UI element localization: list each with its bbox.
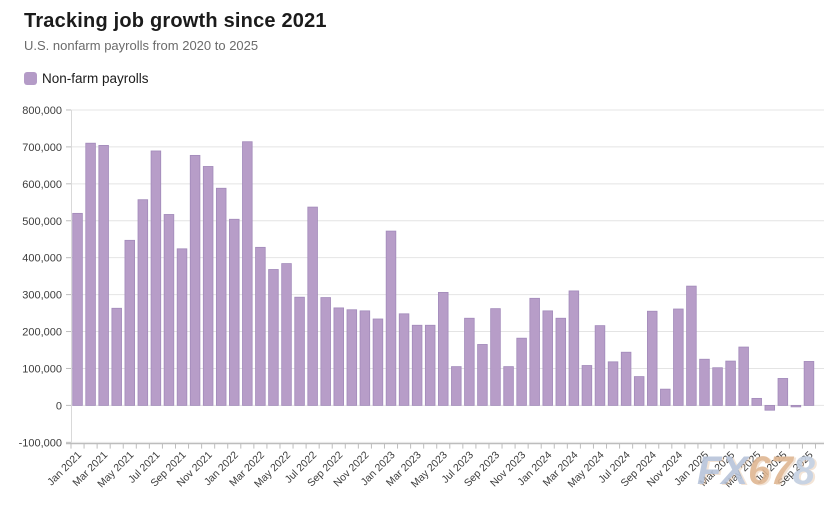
payroll-bar bbox=[751, 397, 762, 406]
payroll-bar bbox=[294, 296, 305, 406]
payrolls-bar-chart: 800,000 700,000 600,000 500,000 400,000 300,0… bbox=[19, 105, 824, 490]
payroll-bar bbox=[424, 324, 436, 406]
payroll-bar bbox=[686, 285, 697, 406]
chart-header: Tracking job growth since 2021 U.S. nonf… bbox=[24, 10, 327, 53]
payroll-bar bbox=[712, 367, 723, 406]
y-axis-label: 0 bbox=[56, 400, 62, 412]
payroll-bar bbox=[647, 310, 658, 406]
y-axis-label: 500,000 bbox=[22, 216, 62, 228]
y-axis-label: 100,000 bbox=[22, 363, 62, 375]
payroll-bar bbox=[307, 206, 318, 406]
payroll-bar bbox=[633, 376, 645, 406]
payroll-bar bbox=[673, 308, 684, 406]
payroll-bar bbox=[451, 366, 462, 406]
payroll-bar bbox=[725, 360, 736, 406]
payroll-bar bbox=[242, 141, 253, 406]
payroll-bar bbox=[699, 358, 710, 406]
payroll-bar bbox=[98, 145, 109, 406]
payroll-bar bbox=[764, 404, 776, 411]
y-axis-label: 200,000 bbox=[22, 327, 62, 339]
payroll-bar bbox=[372, 318, 384, 406]
payroll-bar bbox=[124, 239, 136, 406]
payroll-bar bbox=[790, 404, 802, 408]
payroll-bar bbox=[255, 246, 266, 406]
y-axis-label: 800,000 bbox=[22, 105, 62, 117]
payroll-bar bbox=[620, 351, 632, 406]
payroll-bar bbox=[607, 361, 619, 406]
payroll-bar bbox=[333, 307, 344, 406]
payroll-bar bbox=[215, 187, 227, 406]
payroll-bar bbox=[411, 324, 423, 406]
legend-label: Non-farm payrolls bbox=[42, 71, 149, 86]
payroll-bar bbox=[163, 214, 175, 406]
payroll-bar bbox=[503, 366, 514, 406]
payroll-bar bbox=[660, 388, 671, 406]
payroll-bar bbox=[542, 310, 553, 406]
payroll-bar bbox=[477, 344, 488, 406]
y-axis-label: 700,000 bbox=[22, 142, 62, 154]
legend-swatch-icon bbox=[24, 72, 37, 85]
payroll-bar bbox=[189, 154, 201, 406]
payroll-bar bbox=[150, 150, 162, 406]
payroll-bar bbox=[385, 230, 397, 406]
payroll-bar bbox=[137, 199, 149, 406]
payroll-bar bbox=[464, 317, 475, 406]
payroll-bar bbox=[803, 361, 815, 406]
payroll-bar bbox=[738, 346, 749, 406]
payroll-bar bbox=[229, 218, 240, 406]
payroll-bar bbox=[72, 212, 83, 406]
y-axis-label: 400,000 bbox=[22, 253, 62, 265]
legend: Non-farm payrolls bbox=[24, 71, 149, 86]
payroll-bar bbox=[111, 307, 122, 406]
payroll-bar bbox=[281, 263, 292, 406]
payroll-bar bbox=[438, 291, 449, 406]
page-title: Tracking job growth since 2021 bbox=[24, 10, 327, 32]
payroll-bar bbox=[777, 378, 789, 406]
payroll-bar bbox=[490, 308, 501, 406]
payroll-bar bbox=[581, 365, 593, 406]
y-axis-label: -100,000 bbox=[19, 437, 62, 449]
payroll-bar bbox=[568, 290, 580, 406]
payroll-bar bbox=[268, 269, 279, 406]
page-subtitle: U.S. nonfarm payrolls from 2020 to 2025 bbox=[24, 38, 259, 53]
payroll-bar bbox=[594, 325, 606, 406]
payroll-bar bbox=[202, 166, 214, 406]
payroll-bar bbox=[516, 337, 527, 406]
y-axis-label: 600,000 bbox=[22, 179, 62, 191]
payroll-bar bbox=[398, 313, 410, 406]
y-axis-label: 300,000 bbox=[22, 290, 62, 302]
payroll-bar bbox=[176, 248, 188, 406]
payroll-bar bbox=[346, 309, 358, 406]
payroll-bar bbox=[85, 142, 96, 406]
payroll-bar bbox=[359, 310, 371, 406]
payroll-bar bbox=[529, 297, 540, 406]
payroll-bar bbox=[320, 297, 331, 406]
payroll-bar bbox=[555, 317, 567, 406]
